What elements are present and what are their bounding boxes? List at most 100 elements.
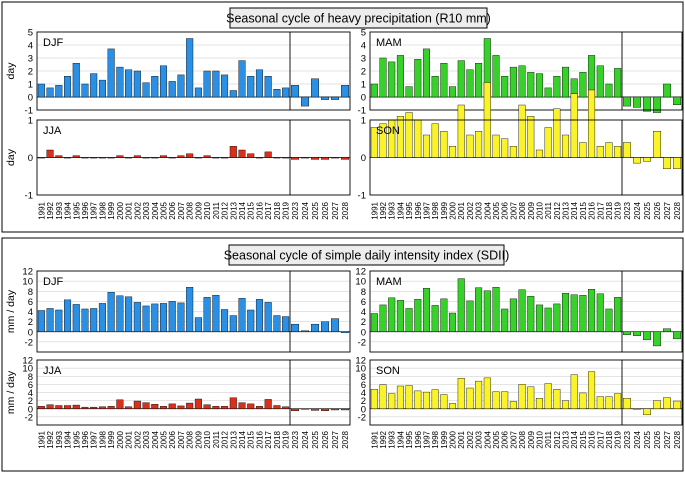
x-tick-label: 2007 <box>509 201 518 219</box>
bar-jja-2025 <box>311 157 320 160</box>
bar-djf-2011 <box>212 295 220 332</box>
x-tick-label: 1996 <box>414 201 423 219</box>
bar-djf-2026 <box>321 321 330 332</box>
x-tick-label: 1992 <box>46 430 55 448</box>
bar-mam-2008 <box>518 65 526 98</box>
bar-son-1996 <box>414 119 422 158</box>
bar-djf-2016 <box>255 69 263 98</box>
bar-mam-1999 <box>440 63 448 98</box>
x-tick-label: 1995 <box>72 201 81 219</box>
bar-son-1991 <box>370 127 378 158</box>
bar-djf-2024 <box>301 330 310 332</box>
x-tick-label: 2002 <box>133 430 142 448</box>
x-tick-label: 2008 <box>186 201 195 219</box>
bar-son-2002 <box>466 387 474 409</box>
bar-djf-2005 <box>159 303 168 332</box>
x-tick-label: 2004 <box>151 201 160 219</box>
bar-son-2015 <box>579 392 587 409</box>
bar-jja-2016 <box>255 157 263 159</box>
bar-jja-2003 <box>142 157 150 159</box>
bar-son-2000 <box>449 403 457 409</box>
y-tick-label: 0 <box>28 404 33 415</box>
x-tick-label: 2017 <box>596 430 605 448</box>
x-tick-label: 2010 <box>535 430 544 448</box>
bar-djf-2023 <box>291 323 300 332</box>
bar-jja-2012 <box>221 406 229 409</box>
bar-jja-2027 <box>331 157 340 159</box>
bar-jja-2005 <box>159 155 168 158</box>
x-tick-label: 2018 <box>605 201 614 219</box>
x-tick-label: 2009 <box>527 201 536 219</box>
x-tick-label: 2024 <box>633 201 642 219</box>
bar-jja-2009 <box>194 157 202 159</box>
bar-jja-2015 <box>247 403 255 409</box>
bar-djf-2002 <box>133 302 141 332</box>
bar-djf-2000 <box>116 295 124 332</box>
y-tick-label: 6 <box>28 297 33 308</box>
bar-djf-1991 <box>37 310 45 332</box>
y-tick-label: 3 <box>361 54 366 65</box>
x-tick-label: 2025 <box>311 430 320 448</box>
y-tick-label: -2 <box>358 412 366 423</box>
x-tick-label: 2009 <box>527 430 536 448</box>
bar-jja-2028 <box>341 408 350 411</box>
x-tick-label: 2025 <box>643 201 652 219</box>
bar-jja-2018 <box>273 405 281 409</box>
bar-jja-2026 <box>321 157 330 160</box>
bar-son-2011 <box>544 127 552 158</box>
y-tick-label: 6 <box>28 380 33 391</box>
x-tick-label: 1993 <box>55 201 64 219</box>
bar-son-2009 <box>527 386 535 409</box>
bar-jja-2014 <box>238 402 246 409</box>
x-tick-label: 2017 <box>264 201 273 219</box>
bar-djf-2019 <box>282 87 290 98</box>
bar-son-1995 <box>405 385 413 409</box>
bar-son-1994 <box>396 385 404 409</box>
x-tick-label: 1992 <box>379 201 388 219</box>
bar-djf-2002 <box>133 70 141 98</box>
y-tick-label: 10 <box>355 364 366 375</box>
bar-djf-2012 <box>221 74 229 98</box>
bar-jja-2019 <box>282 406 290 409</box>
bar-mam-2015 <box>579 295 587 332</box>
bar-djf-1997 <box>90 308 98 332</box>
bar-djf-2005 <box>159 65 168 98</box>
y-tick-label: 12 <box>22 356 33 367</box>
x-tick-label: 1998 <box>431 201 440 219</box>
bar-djf-1993 <box>55 309 63 332</box>
x-tick-label: 1997 <box>422 201 431 219</box>
x-tick-label: 2006 <box>168 201 177 219</box>
x-tick-label: 2024 <box>633 430 642 448</box>
bar-mam-2027 <box>663 328 672 332</box>
bar-jja-2013 <box>229 146 237 158</box>
x-tick-label: 1999 <box>107 201 116 219</box>
x-tick-label: 2010 <box>203 201 212 219</box>
bar-son-2001 <box>457 104 465 158</box>
bar-son-2018 <box>605 142 613 158</box>
panel-frame <box>36 31 351 111</box>
bar-djf-2010 <box>203 70 211 98</box>
bar-jja-2017 <box>264 151 272 158</box>
bar-son-2019 <box>614 146 622 158</box>
bar-djf-2001 <box>125 296 133 332</box>
x-tick-label: 2009 <box>194 201 203 219</box>
y-tick-label: 4 <box>28 388 33 399</box>
bar-jja-2000 <box>116 155 124 158</box>
y-axis-label: day <box>5 62 17 80</box>
x-tick-label: 2009 <box>194 430 203 448</box>
y-tick-label: 0 <box>28 93 33 104</box>
bar-djf-2017 <box>264 302 272 332</box>
bar-son-2010 <box>535 149 543 158</box>
y-axis-label: mm / day <box>5 289 17 333</box>
bar-jja-2013 <box>229 397 237 409</box>
bar-djf-2006 <box>168 301 176 332</box>
bar-djf-1992 <box>46 308 54 332</box>
bar-son-2019 <box>614 393 622 409</box>
bar-jja-1991 <box>37 157 45 159</box>
bar-son-1992 <box>379 384 387 409</box>
bar-jja-1994 <box>64 157 72 159</box>
x-tick-label: 2018 <box>273 201 282 219</box>
bar-mam-1996 <box>414 59 422 98</box>
figure-title-box <box>229 7 488 29</box>
x-tick-label: 2016 <box>255 430 264 448</box>
